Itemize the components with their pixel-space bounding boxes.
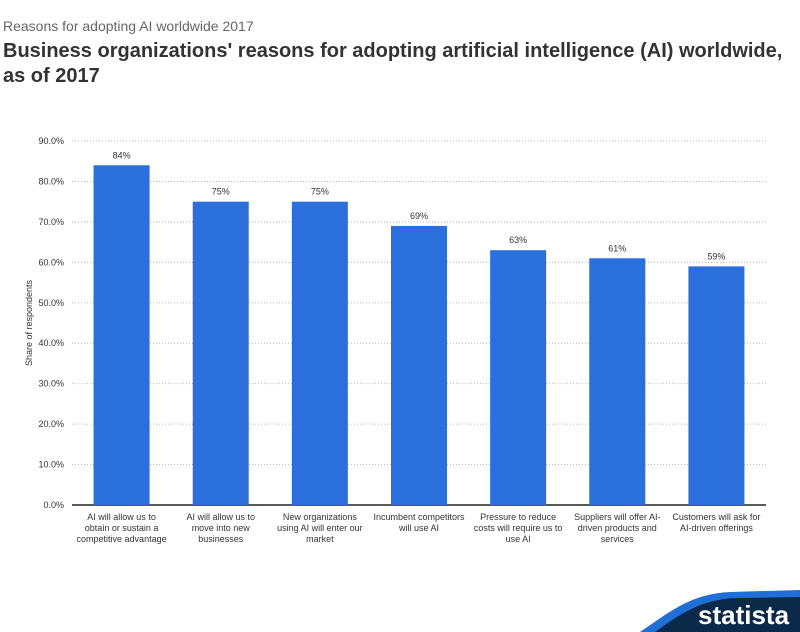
y-tick-label: 80.0% [38,176,64,186]
y-tick-label: 30.0% [38,379,64,389]
x-tick-label: costs will require us to [474,523,563,533]
x-tick-label: obtain or sustain a [85,523,159,533]
bar [93,165,150,505]
chart-title: Business organizations' reasons for adop… [3,40,783,87]
data-label: 69% [410,211,428,221]
x-tick-label: Suppliers will offer AI- [574,512,660,522]
x-tick-label: driven products and [578,523,657,533]
x-tick-label: market [306,534,334,544]
bar [291,201,348,505]
x-tick-label: services [601,534,635,544]
bar [688,266,745,505]
chart-subtitle: Reasons for adopting AI worldwide 2017 [3,18,254,34]
y-tick-label: 90.0% [38,136,64,146]
data-label: 59% [707,251,725,261]
x-tick-label: AI will allow us to [186,512,255,522]
x-tick-label: Incumbent competitors [373,512,465,522]
x-tick-label: New organizations [283,512,358,522]
bar [490,250,547,505]
x-tick-label: businesses [198,534,244,544]
data-label: 75% [212,187,230,197]
bar [391,225,447,505]
y-tick-label: 50.0% [38,298,64,308]
data-label: 75% [311,187,329,197]
statista-logo: statista [640,590,800,632]
logo-text: statista [698,600,790,630]
x-tick-label: competitive advantage [77,534,167,544]
x-tick-label: move into new [192,523,251,533]
y-tick-label: 40.0% [38,338,64,348]
bar [589,258,646,505]
data-label: 63% [509,235,527,245]
x-tick-label: use AI [506,534,531,544]
x-tick-label: using AI will enter our [277,523,363,533]
x-tick-label: AI will allow us to [87,512,156,522]
y-axis-label: Share of respondents [24,279,34,366]
y-tick-label: 60.0% [38,257,64,267]
x-tick-label: Pressure to reduce [480,512,556,522]
x-tick-label: AI-driven offerings [680,523,753,533]
y-tick-label: 0.0% [43,500,64,510]
x-tick-label: Customers will ask for [672,512,760,522]
y-tick-label: 10.0% [38,460,64,470]
data-label: 84% [113,150,131,160]
x-tick-label: will use AI [398,523,439,533]
y-tick-label: 70.0% [38,217,64,227]
bar [192,201,249,505]
y-tick-label: 20.0% [38,419,64,429]
data-label: 61% [608,243,626,253]
